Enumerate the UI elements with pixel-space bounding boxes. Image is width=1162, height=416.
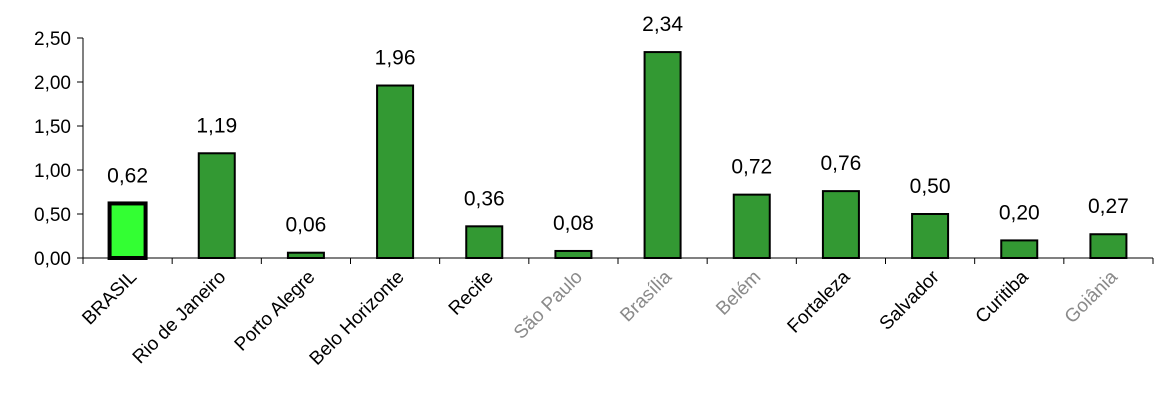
data-label: 1,96 <box>375 47 416 70</box>
data-label: 0,20 <box>999 201 1040 224</box>
bar-belo-horizonte <box>376 84 415 259</box>
category-label: Brasília <box>616 266 676 326</box>
bar-fortaleza <box>821 190 860 259</box>
y-tick-label: 2,00 <box>34 73 71 94</box>
data-label: 0,76 <box>820 152 861 175</box>
category-label: Curitiba <box>972 266 1033 327</box>
data-label: 1,19 <box>196 114 237 137</box>
data-label: 0,08 <box>553 212 594 235</box>
data-label: 0,50 <box>910 175 951 198</box>
data-label: 0,62 <box>107 164 148 187</box>
category-label: BRASIL <box>78 267 141 330</box>
bar-goi-nia <box>1089 233 1128 260</box>
data-label: 0,72 <box>731 156 772 179</box>
axes <box>82 38 1154 264</box>
data-labels: 0,62 1,19 0,06 1,96 0,36 0,08 2,34 0,72 0,76 0,50… <box>107 13 1129 237</box>
category-label: São Paulo <box>510 267 587 344</box>
y-tick-label: 1,50 <box>34 117 71 138</box>
data-label: 2,34 <box>642 13 683 36</box>
category-label: Belém <box>712 267 765 320</box>
bar-bras-lia <box>643 51 682 259</box>
y-tick-label: 2,50 <box>34 29 71 50</box>
y-axis-ticks: 0,00 0,50 1,00 1,50 2,00 2,50 <box>34 29 83 270</box>
data-label: 0,06 <box>285 214 326 237</box>
category-label: Recife <box>445 267 498 320</box>
bar-porto-alegre <box>286 251 325 260</box>
bar-s-o-paulo <box>554 249 593 260</box>
category-label: Porto Alegre <box>231 267 320 356</box>
category-label: Goiânia <box>1061 266 1122 327</box>
bar-bel-m <box>732 193 771 259</box>
category-label: Belo Horizonte <box>306 267 409 370</box>
y-tick-label: 1,00 <box>34 161 71 182</box>
data-label: 0,27 <box>1088 195 1129 218</box>
category-label: Fortaleza <box>784 266 855 337</box>
bar-brasil <box>107 201 148 261</box>
bar-recife <box>465 225 504 260</box>
bar-salvador <box>911 213 950 259</box>
bars <box>107 51 1128 261</box>
bar-rio-de-janeiro <box>197 152 236 259</box>
category-label: Rio de Janeiro <box>129 267 230 368</box>
category-label: Salvador <box>876 266 944 334</box>
y-tick-label: 0,50 <box>34 205 71 226</box>
y-tick-label: 0,00 <box>34 249 71 270</box>
bar-curitiba <box>1000 239 1039 259</box>
data-label: 0,36 <box>464 187 505 210</box>
